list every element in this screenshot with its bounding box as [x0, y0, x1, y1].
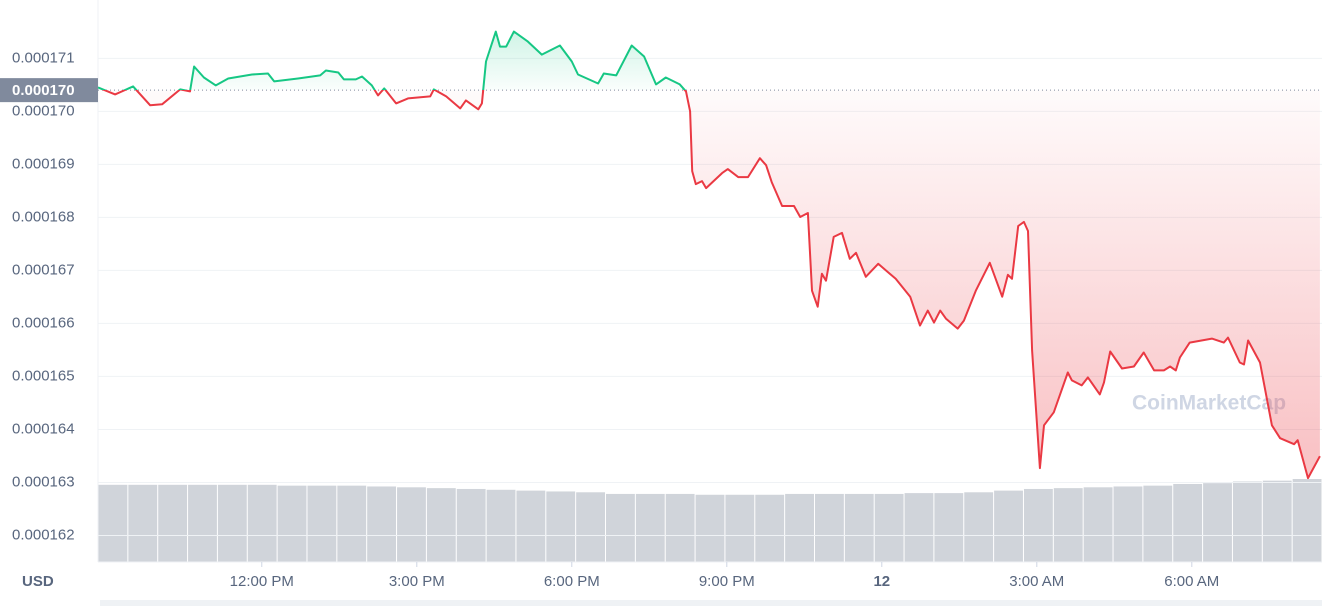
volume-bar [964, 492, 994, 562]
volume-bar [1173, 483, 1203, 562]
volume-bar [844, 493, 874, 562]
volume-bar [1232, 481, 1262, 562]
volume-bar [98, 484, 128, 562]
volume-bar [1203, 483, 1232, 562]
area-fill [98, 31, 1320, 479]
volume-bar [814, 493, 844, 562]
y-tick-label: 0.000166 [12, 314, 75, 331]
volume-bar [576, 492, 606, 562]
volume-bar [188, 484, 217, 562]
volume-bar [1023, 488, 1053, 562]
y-tick-label: 0.000168 [12, 208, 75, 225]
volume-bar [247, 484, 277, 562]
volume-bar [277, 485, 307, 562]
price-tag [0, 78, 98, 103]
x-tick-label: 3:00 AM [1009, 573, 1064, 590]
y-tick-label: 0.000171 [12, 49, 75, 66]
volume-bar [486, 489, 516, 562]
volume-bar [874, 493, 904, 562]
x-tick-label: 6:00 AM [1164, 573, 1219, 590]
volume-bar [1292, 479, 1322, 562]
x-tick-label: 6:00 PM [544, 573, 600, 590]
volume-bar [1083, 487, 1113, 562]
volume-bar [785, 493, 814, 562]
price-tag-label: 0.000170 [12, 82, 75, 99]
volume-bar [307, 485, 337, 562]
volume-bar [337, 485, 367, 562]
volume-bar [516, 490, 546, 562]
volume-bar [217, 484, 247, 562]
y-tick-label: 0.000163 [12, 473, 75, 490]
y-tick-label: 0.000164 [12, 420, 75, 437]
volume-bar [367, 486, 397, 562]
currency-label: USD [22, 573, 54, 590]
volume-bar [695, 494, 725, 562]
volume-bar [665, 493, 695, 562]
volume-bar [1262, 480, 1292, 562]
volume-bar [725, 494, 755, 562]
scroll-track [100, 600, 1322, 606]
x-tick-label: 12:00 PM [230, 573, 294, 590]
x-tick-label: 3:00 PM [389, 573, 445, 590]
volume-bar [426, 488, 456, 562]
y-tick-label: 0.000167 [12, 261, 75, 278]
x-tick-label: 9:00 PM [699, 573, 755, 590]
volume-bar [546, 491, 576, 562]
volume-bar [994, 490, 1023, 562]
volume-bar [158, 484, 188, 562]
x-tick-label: 12 [873, 573, 890, 590]
volume-bar [1053, 488, 1083, 562]
y-tick-label: 0.000169 [12, 155, 75, 172]
price-line [97, 30, 1321, 480]
y-tick-label: 0.000162 [12, 526, 75, 543]
volume-bar [635, 493, 665, 562]
y-tick-label: 0.000170 [12, 102, 75, 119]
volume-bar [128, 484, 158, 562]
volume-bar [934, 493, 964, 562]
y-tick-label: 0.000165 [12, 367, 75, 384]
volume-bar [1113, 486, 1143, 562]
watermark: CoinMarketCap [1132, 392, 1286, 415]
volume-bar [1143, 485, 1173, 562]
volume-bar [397, 487, 426, 562]
volume-bar [606, 493, 635, 562]
volume-bar [904, 493, 934, 562]
volume-bar [755, 494, 785, 562]
volume-bar [456, 488, 486, 562]
